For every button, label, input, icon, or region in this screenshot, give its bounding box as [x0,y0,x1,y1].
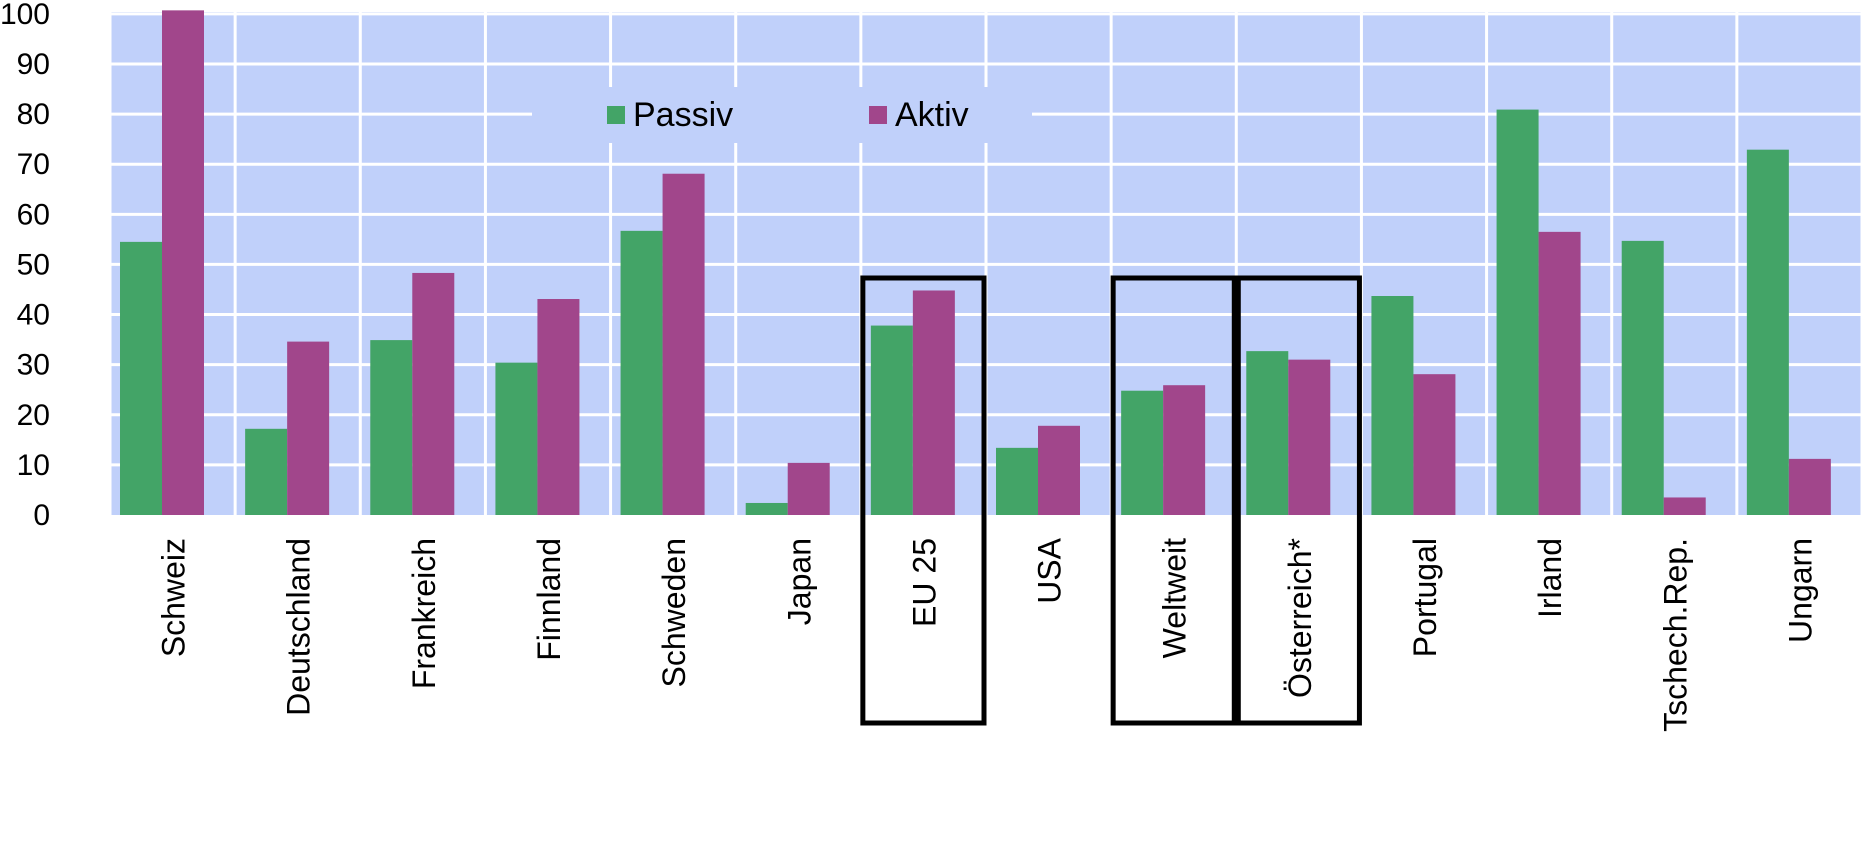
legend-swatch-aktiv [869,106,887,124]
x-tick-label: EU 25 [906,538,942,627]
bar-passiv [495,362,538,515]
bar-aktiv [1413,374,1456,515]
highlight-boxes [860,275,1362,726]
x-tick-label: Deutschland [281,538,317,716]
bar-aktiv [1788,458,1831,515]
x-tick-label: Portugal [1407,538,1443,657]
bar-aktiv [1663,497,1706,515]
x-tick-label: Österreich* [1282,538,1318,698]
x-axis: Schweiz Deutschland Frankreich Finnland Schw… [156,537,1819,732]
bar-passiv [370,340,413,515]
bars [120,10,1831,516]
bar-aktiv [537,299,580,515]
y-tick-label: 80 [17,98,50,131]
bar-aktiv [1038,425,1080,515]
x-tick-label: Irland [1532,538,1568,618]
x-tick-label: Schweden [656,538,692,687]
y-tick-label: 40 [17,299,50,332]
x-tick-label: Schweiz [156,538,192,657]
bar-passiv [1371,296,1414,515]
bar-aktiv [287,341,330,515]
bar-passiv [120,241,162,515]
x-tick-label: Tschech.Rep. [1657,538,1693,732]
bar-passiv [245,428,288,515]
highlight-box [860,275,987,726]
legend-label-aktiv: Aktiv [895,96,969,134]
x-tick-label: Japan [781,538,817,625]
y-tick-label: 30 [17,349,50,382]
bar-aktiv [912,290,955,515]
x-tick-label: USA [1032,537,1068,603]
y-tick-label: 70 [17,148,50,181]
y-axis: 0 10 20 30 40 50 60 70 80 90 100 [0,0,50,532]
y-tick-label: 20 [17,399,50,432]
bar-passiv [620,230,663,515]
legend-swatch-passiv [607,106,625,124]
y-tick-label: 50 [17,248,50,281]
y-tick-label: 10 [17,449,50,482]
bar-passiv [1121,390,1164,515]
y-tick-label: 60 [17,198,50,231]
bar-aktiv [787,462,830,515]
x-tick-label: Ungarn [1782,538,1818,643]
bar-aktiv [1288,359,1331,515]
y-tick-label: 0 [33,499,50,532]
bar-aktiv [412,272,455,515]
x-tick-label: Finnland [531,538,567,661]
y-tick-label: 90 [17,48,50,81]
legend: Passiv Aktiv [532,87,1032,143]
bar-aktiv [662,173,705,515]
bar-passiv [1496,109,1539,516]
bar-passiv [870,325,913,515]
bar-passiv [996,447,1038,515]
y-tick-label: 100 [0,0,50,31]
highlight-box [1235,275,1362,726]
bar-aktiv [162,10,204,516]
bar-passiv [1746,149,1789,515]
highlight-box [1110,275,1237,726]
x-tick-label: Weltweit [1157,538,1193,658]
legend-label-passiv: Passiv [633,96,733,134]
bar-passiv [745,502,788,515]
bar-aktiv [1538,231,1581,516]
bar-passiv [1621,240,1664,515]
bar-passiv [1246,351,1289,515]
x-tick-label: Frankreich [406,538,442,689]
bar-aktiv [1163,385,1206,515]
